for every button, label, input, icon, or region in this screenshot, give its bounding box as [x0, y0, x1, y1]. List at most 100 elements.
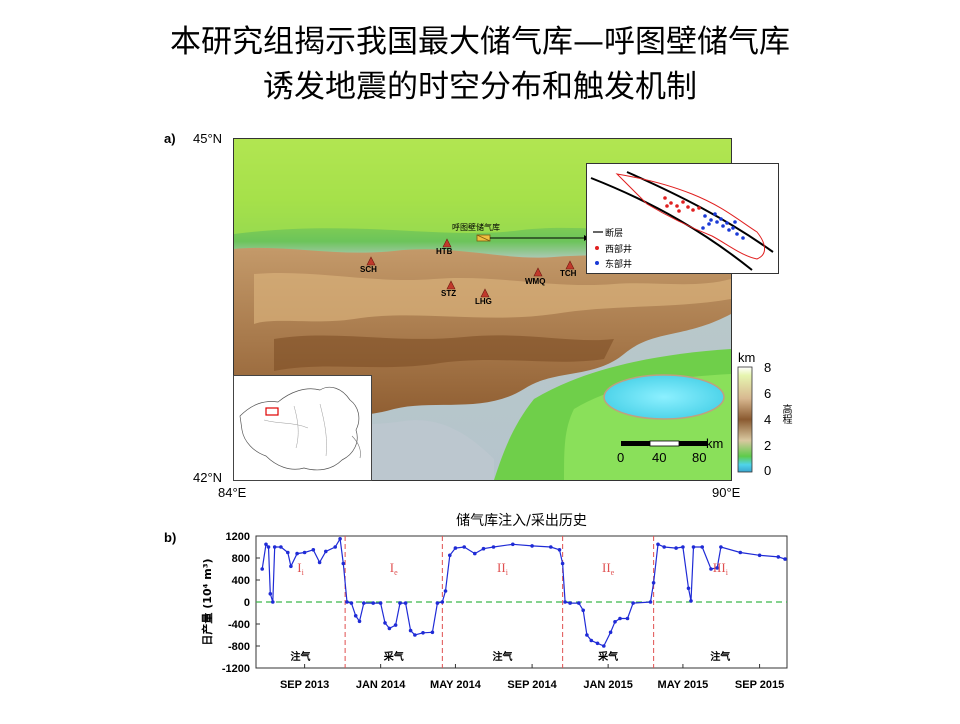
- production-point: [272, 545, 277, 549]
- production-point: [700, 545, 704, 549]
- y-axis-label: 日产量 (10⁴ m³): [200, 558, 214, 645]
- study-area-box: [265, 407, 279, 416]
- x-tick-label: MAY 2014: [430, 679, 482, 691]
- reservoir-label: 呼图壁储气库: [452, 223, 500, 232]
- production-point: [448, 553, 452, 558]
- production-point: [383, 621, 387, 625]
- panel-a-label: a): [164, 131, 176, 146]
- scale-unit: km: [706, 436, 724, 451]
- reservoir-marker: [476, 234, 491, 242]
- production-point: [715, 566, 719, 570]
- production-point: [271, 600, 275, 604]
- station-marker-wmq: [533, 267, 543, 277]
- production-point: [302, 550, 307, 555]
- production-point: [585, 633, 589, 637]
- phase-label: 注气: [710, 650, 730, 663]
- x-tick-label: JAN 2014: [356, 679, 406, 691]
- production-point: [338, 537, 342, 541]
- colorbar-tick-0: 0: [764, 463, 772, 478]
- production-point: [440, 600, 445, 604]
- lat-bottom-label: 42°N: [193, 470, 223, 485]
- production-point: [738, 550, 743, 555]
- production-point: [333, 545, 338, 549]
- station-label-stz: STZ: [441, 289, 457, 298]
- production-point: [398, 601, 402, 605]
- station-label-tch: TCH: [560, 269, 577, 278]
- production-point: [662, 545, 666, 549]
- production-point: [393, 623, 398, 627]
- production-point: [595, 641, 600, 646]
- production-point: [421, 631, 425, 635]
- production-point: [776, 555, 781, 559]
- production-point: [357, 619, 362, 624]
- station-label-lhg: LHG: [475, 297, 492, 306]
- station-marker-lhg: [480, 288, 490, 298]
- y-tick-label: -400: [228, 619, 250, 631]
- production-point: [408, 628, 413, 633]
- cycle-label: Ii: [297, 560, 304, 577]
- y-tick-label: 0: [244, 597, 250, 609]
- production-point: [324, 549, 328, 554]
- legend-east-swatch: [595, 261, 599, 265]
- production-point: [481, 546, 486, 551]
- colorbar-tick-4: 4: [764, 412, 772, 427]
- cycle-label: IIIi: [713, 560, 729, 577]
- production-point: [563, 600, 567, 604]
- phase-label: 注气: [291, 650, 311, 663]
- station-label-wmq: WMQ: [525, 277, 546, 286]
- production-point: [317, 560, 322, 565]
- production-point: [345, 600, 349, 604]
- panel-b-label: b): [164, 530, 177, 545]
- china-outline: [239, 386, 361, 471]
- production-point: [549, 545, 553, 549]
- production-point: [681, 545, 685, 549]
- fault-line-north: [626, 171, 774, 253]
- station-marker-sch: [366, 256, 376, 266]
- production-point: [260, 567, 265, 571]
- fault-line-south: [590, 177, 753, 271]
- production-point: [295, 551, 299, 556]
- production-point: [568, 601, 572, 605]
- production-point: [613, 620, 617, 624]
- production-point: [387, 626, 392, 631]
- production-point: [674, 546, 678, 550]
- production-point: [589, 638, 594, 643]
- production-point: [709, 567, 713, 571]
- station-marker-tch: [565, 260, 575, 270]
- slide-title-line2: 诱发地震的时空分布和触发机制: [263, 69, 697, 105]
- colorbar-tick-2: 2: [764, 438, 772, 453]
- production-point: [264, 542, 268, 547]
- production-point: [430, 630, 435, 635]
- scale-tick-0: 0: [617, 450, 625, 465]
- x-tick-label: JAN 2015: [583, 679, 633, 691]
- x-tick-label: MAY 2015: [658, 679, 709, 691]
- production-point: [362, 601, 366, 605]
- production-point: [625, 616, 630, 621]
- production-point: [491, 545, 496, 549]
- phase-label: 采气: [383, 650, 404, 663]
- production-point: [608, 630, 613, 635]
- station-layer: [366, 234, 589, 298]
- scale-bar: [621, 440, 708, 447]
- production-point: [719, 545, 723, 549]
- well-inset: [586, 163, 779, 274]
- phase-label: 采气: [597, 650, 618, 663]
- production-point: [689, 599, 693, 603]
- production-point: [462, 545, 467, 549]
- station-label-sch: SCH: [360, 265, 377, 274]
- production-point: [577, 601, 581, 605]
- colorbar-tick-8: 8: [764, 360, 772, 375]
- west-well-dots: [663, 196, 701, 213]
- production-point: [648, 600, 653, 604]
- legend-east-label: 东部井: [605, 259, 633, 269]
- station-label-htb: HTB: [436, 247, 453, 256]
- y-tick-label: 400: [232, 575, 250, 587]
- production-point: [378, 601, 383, 605]
- scale-tick-40: 40: [652, 450, 667, 465]
- colorbar-unit: km: [738, 350, 756, 365]
- production-point: [783, 557, 787, 561]
- production-point: [757, 553, 762, 558]
- station-marker-stz: [446, 280, 456, 290]
- production-point: [268, 592, 273, 596]
- slide-title-line1: 本研究组揭示我国最大储气库—呼图壁储气库: [170, 24, 790, 60]
